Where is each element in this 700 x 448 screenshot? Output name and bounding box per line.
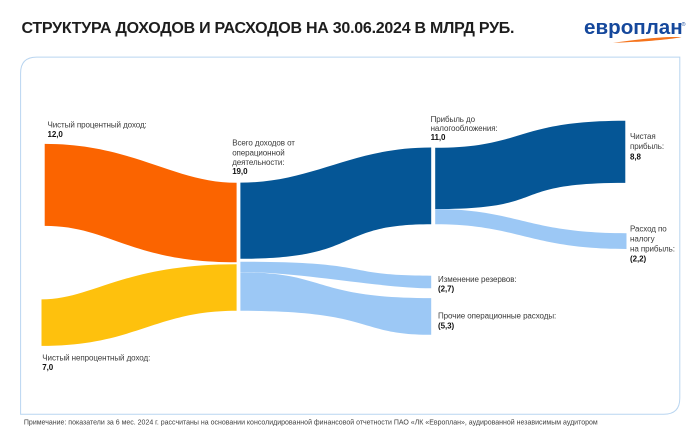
svg-text:Примечание: показатели за 6 ме: Примечание: показатели за 6 мес. 2024 г.… <box>24 418 598 426</box>
svg-text:на прибыль:: на прибыль: <box>630 244 675 253</box>
svg-text:деятельности:: деятельности: <box>232 158 284 167</box>
svg-text:19,0: 19,0 <box>232 167 248 176</box>
svg-text:Чистая: Чистая <box>630 132 656 141</box>
svg-text:7,0: 7,0 <box>42 363 54 372</box>
svg-text:налогу: налогу <box>630 234 655 243</box>
svg-text:СТРУКТУРА ДОХОДОВ И РАСХОДОВ Н: СТРУКТУРА ДОХОДОВ И РАСХОДОВ НА 30.06.20… <box>22 20 515 37</box>
svg-text:11,0: 11,0 <box>431 133 446 142</box>
svg-text:Изменение резервов:: Изменение резервов: <box>438 275 517 284</box>
svg-text:Всего доходов от: Всего доходов от <box>232 139 295 148</box>
svg-text:®: ® <box>682 21 686 28</box>
svg-text:операционной: операционной <box>232 148 284 157</box>
svg-text:европлан: европлан <box>584 16 683 39</box>
svg-text:прибыль:: прибыль: <box>630 142 664 151</box>
svg-text:налогообложения:: налогообложения: <box>431 124 498 133</box>
svg-text:Чистый процентный доход:: Чистый процентный доход: <box>48 120 147 129</box>
svg-text:Прибыль до: Прибыль до <box>431 115 476 124</box>
svg-text:Чистый непроцентный доход:: Чистый непроцентный доход: <box>42 353 150 362</box>
svg-text:(5,3): (5,3) <box>438 322 454 331</box>
svg-text:(2,7): (2,7) <box>438 284 454 293</box>
svg-text:Расход по: Расход по <box>630 224 667 233</box>
svg-text:(2,2): (2,2) <box>630 254 646 263</box>
svg-text:Прочие операционные расходы:: Прочие операционные расходы: <box>438 312 556 321</box>
svg-text:12,0: 12,0 <box>48 130 64 139</box>
svg-text:8,8: 8,8 <box>630 153 642 162</box>
